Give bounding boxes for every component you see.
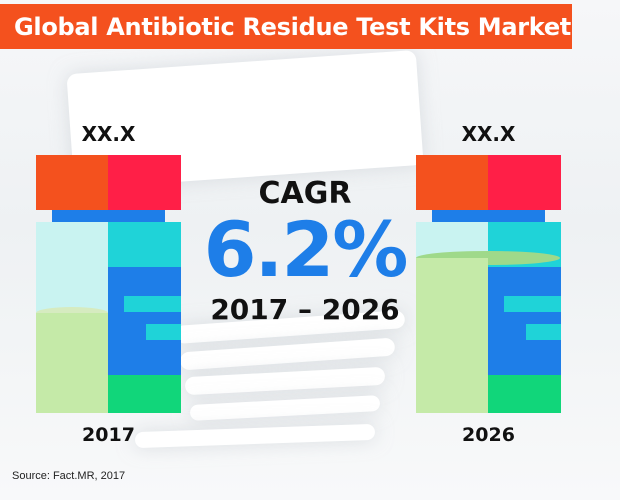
chart-title: Global Antibiotic Residue Test Kits Mark… <box>14 13 571 41</box>
bar-cap-left <box>36 155 108 210</box>
cagr-period: 2017 – 2026 <box>210 293 400 326</box>
bar-cap-right <box>108 155 181 210</box>
bar-base <box>488 375 561 413</box>
bar-e-block <box>488 267 561 375</box>
bar-band <box>432 210 545 222</box>
title-bar: Global Antibiotic Residue Test Kits Mark… <box>0 4 572 49</box>
bar-liquid <box>416 258 488 413</box>
bar-e-bar-mid <box>526 324 561 340</box>
bar-cap-left <box>416 155 488 210</box>
source-note: Source: Fact.MR, 2017 <box>12 470 126 482</box>
bar-base <box>108 375 181 413</box>
bar-2026 <box>416 155 561 413</box>
bar-e-block <box>108 267 181 375</box>
value-label-2026: XX.X <box>461 122 516 146</box>
bar-e-bar-mid <box>146 324 181 340</box>
bar-liquid <box>36 313 108 413</box>
cagr-value: 6.2% <box>203 205 409 294</box>
bar-e-bar-top <box>124 296 181 312</box>
bar-band <box>52 210 165 222</box>
bar-body-left <box>36 222 108 313</box>
value-label-2017: XX.X <box>81 122 136 146</box>
tick-label-2017: 2017 <box>82 424 135 446</box>
tick-label-2026: 2026 <box>462 424 515 446</box>
bar-2017 <box>36 155 181 413</box>
bar-body-right <box>108 222 181 267</box>
bar-e-bar-top <box>504 296 561 312</box>
bar-cap-right <box>488 155 561 210</box>
cagr-label: CAGR <box>258 176 352 211</box>
